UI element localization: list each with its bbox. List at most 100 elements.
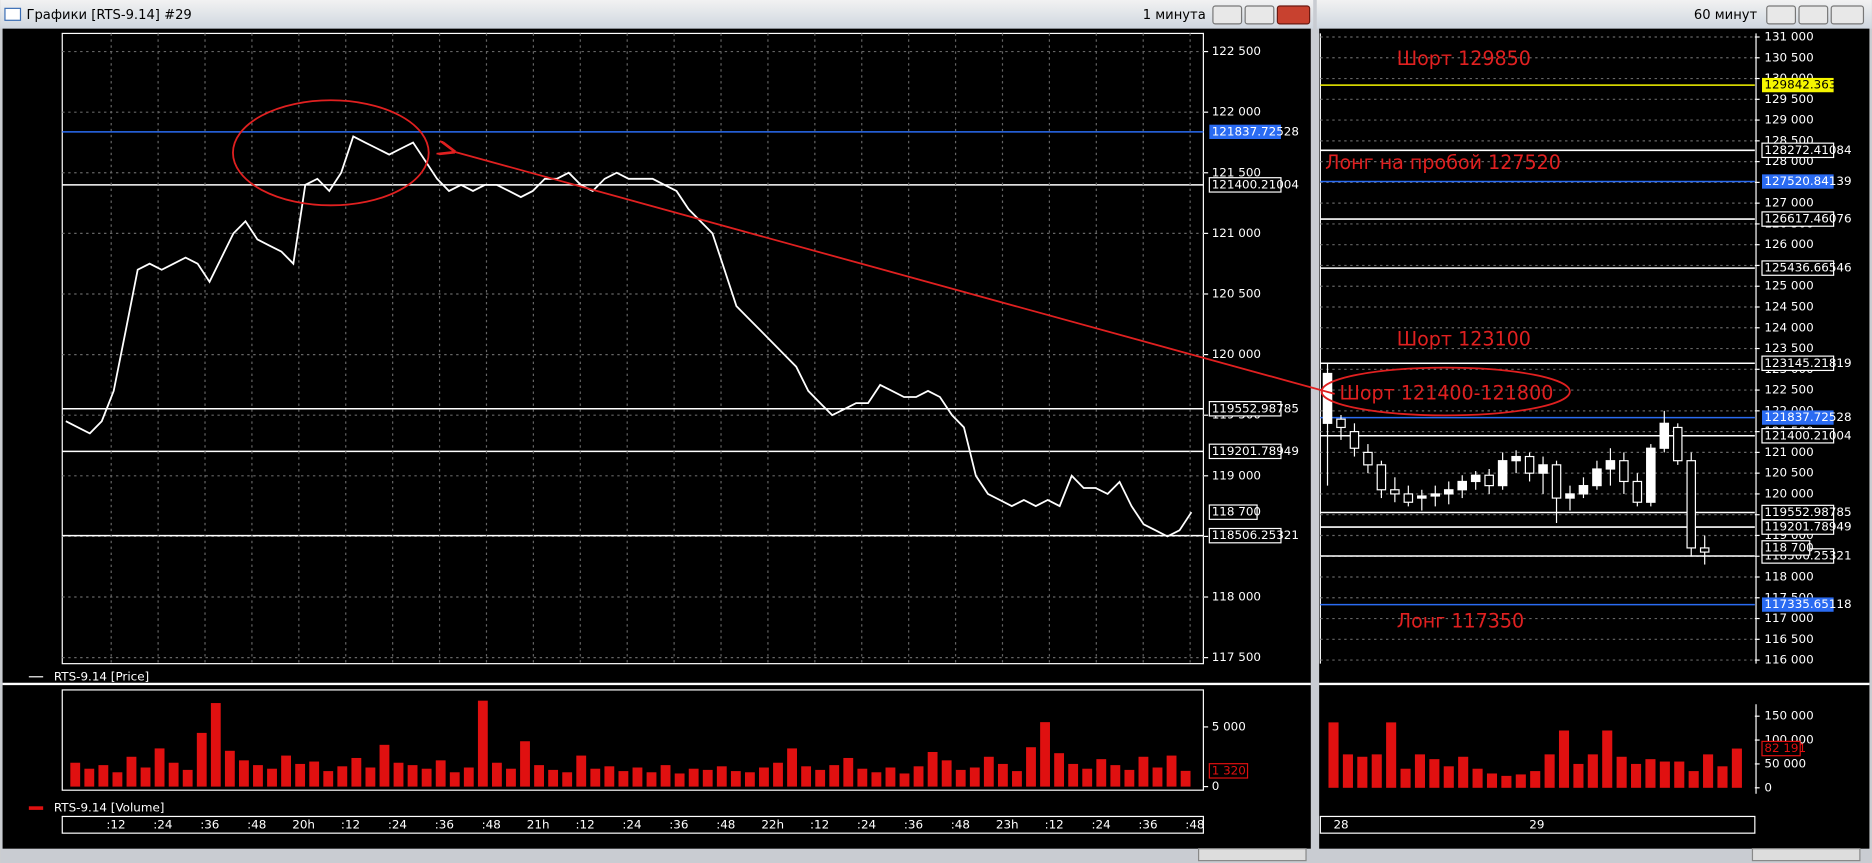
timeframe: 1 минута xyxy=(1143,8,1206,23)
volume-bar xyxy=(674,773,685,787)
volume-bar xyxy=(688,768,699,787)
volume-bar xyxy=(744,772,755,787)
x-tick-label: :24 xyxy=(857,817,876,831)
volume-bar xyxy=(702,769,713,787)
volume-bar xyxy=(1357,756,1368,788)
candle-body xyxy=(1686,460,1697,549)
y-tick-label: 121 500 xyxy=(1212,165,1261,179)
candle-body xyxy=(1524,455,1535,474)
volume-bar xyxy=(1138,756,1149,787)
volume-bar xyxy=(1110,765,1121,787)
scrollbar[interactable] xyxy=(1751,848,1861,862)
level-label-box xyxy=(1208,177,1282,193)
maximize-button[interactable] xyxy=(1798,5,1829,25)
volume-bar xyxy=(126,756,137,787)
legend-label: RTS-9.14 [Volume] xyxy=(54,801,165,815)
volume-bar xyxy=(351,757,362,787)
annotation-arrow xyxy=(454,152,1335,395)
volume-bar xyxy=(267,768,277,787)
close-button[interactable] xyxy=(1830,5,1865,25)
annotation: Лонг на пробой 127520 xyxy=(1325,151,1561,174)
volume-bar xyxy=(660,765,671,787)
last-value-label: 1 320 xyxy=(1212,763,1246,777)
annotation: Шорт 121400-121800 xyxy=(1339,381,1553,404)
volume-bar xyxy=(843,757,854,787)
level-label-box xyxy=(1761,174,1834,189)
volume-bar xyxy=(885,767,896,787)
y-tick-label: 120 500 xyxy=(1212,286,1261,300)
candle-body xyxy=(1390,489,1400,495)
maximize-button[interactable] xyxy=(1244,5,1275,25)
last-value-box xyxy=(1761,740,1801,757)
volume-bar xyxy=(506,768,516,787)
volume-bar xyxy=(210,703,221,787)
candle-body xyxy=(1551,464,1562,499)
plot-frame xyxy=(61,689,1204,791)
volume-bar xyxy=(365,767,376,787)
volume-bar xyxy=(379,744,390,787)
x-tick-label: :24 xyxy=(153,817,172,831)
close-button[interactable] xyxy=(1276,5,1311,25)
level-label: 125436.66546 xyxy=(1764,261,1851,275)
annotation: Шорт 129850 xyxy=(1397,47,1531,70)
level-label: 123145.21819 xyxy=(1764,356,1851,370)
y-tick-label: 131 000 xyxy=(1764,30,1813,44)
x-tick-label: :36 xyxy=(904,817,923,831)
volume-bar xyxy=(1674,761,1685,788)
candle-body xyxy=(1457,480,1467,491)
x-tick-label: :36 xyxy=(200,817,219,831)
level-label: 119201.78949 xyxy=(1212,444,1299,458)
minimize-button[interactable] xyxy=(1766,5,1797,25)
level-label: 119552.98785 xyxy=(1764,505,1851,519)
x-tick-label: :36 xyxy=(669,817,688,831)
volume-bar xyxy=(801,766,812,787)
candle-body xyxy=(1605,460,1616,470)
volume-bar xyxy=(534,765,544,787)
candle-body xyxy=(1619,460,1629,483)
x-tick-label: :48 xyxy=(482,817,501,831)
candle-body xyxy=(1349,431,1360,449)
volume-bar xyxy=(1458,756,1469,788)
price-line xyxy=(65,135,1193,538)
volume-bar xyxy=(449,772,460,787)
volume-bar xyxy=(309,761,320,787)
volume-bar xyxy=(477,700,488,787)
candle-body xyxy=(1430,493,1441,497)
volume-bar xyxy=(407,765,418,787)
volume-bar xyxy=(899,773,910,787)
title-bar xyxy=(0,0,1314,29)
level-label-box xyxy=(1761,428,1835,444)
level-label-box xyxy=(1761,77,1834,93)
x-tick-label: 29 xyxy=(1529,817,1544,831)
y-tick-label: 122 500 xyxy=(1764,383,1813,397)
x-tick-label: :36 xyxy=(1138,817,1157,831)
x-tick-label: 21h xyxy=(527,817,550,831)
window-buttons[interactable] xyxy=(1212,5,1865,25)
scrollbar[interactable] xyxy=(1198,848,1307,862)
volume-bar xyxy=(1731,748,1742,788)
volume-bar xyxy=(1386,722,1397,788)
volume-bar xyxy=(969,767,980,787)
level-label-box xyxy=(1761,597,1834,612)
volume-bar xyxy=(168,762,179,787)
volume-bar xyxy=(913,766,924,787)
volume-bar xyxy=(941,760,952,787)
level-label: 119552.98785 xyxy=(1212,401,1299,415)
legend-label: RTS-9.14 [Price] xyxy=(54,669,149,683)
y-tick-label: 129 500 xyxy=(1764,92,1813,106)
candle-body xyxy=(1484,474,1494,487)
volume-bar xyxy=(435,760,446,787)
y-tick-label: 129 000 xyxy=(1764,113,1813,127)
volume-bar xyxy=(1371,754,1382,788)
level-label-box xyxy=(1209,124,1281,140)
y-tick-label: 126 000 xyxy=(1764,237,1813,251)
volume-bar xyxy=(70,762,81,787)
volume-bar xyxy=(1026,747,1036,787)
minimize-button[interactable] xyxy=(1212,5,1243,25)
annotation-ellipse xyxy=(1320,366,1571,417)
volume-bar xyxy=(1429,759,1440,788)
level-label-box xyxy=(1208,401,1282,417)
x-tick-label: 23h xyxy=(996,817,1019,831)
level-label-box xyxy=(1208,527,1282,544)
